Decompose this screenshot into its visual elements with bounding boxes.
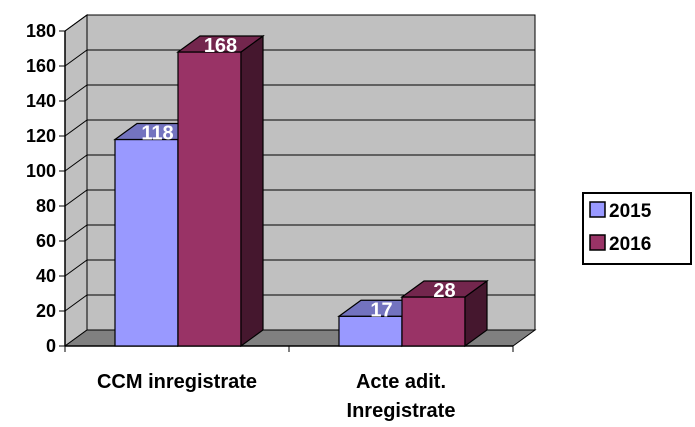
axes: 0 20 40 60 80 100 120 140 160 180 CCM inregistrate… bbox=[26, 21, 514, 422]
legend-swatch-2016 bbox=[589, 234, 606, 251]
x-category-label: CCM inregistrate bbox=[97, 371, 257, 393]
x-category-label: Inregistrate bbox=[347, 400, 456, 422]
legend-swatch-2015 bbox=[589, 201, 606, 218]
y-tick-label: 120 bbox=[26, 126, 56, 146]
bar-2016-0 bbox=[176, 34, 265, 348]
gridline bbox=[64, 154, 535, 172]
bar-front bbox=[401, 296, 466, 347]
y-tick-label: 0 bbox=[46, 336, 56, 356]
y-tick-label: 60 bbox=[36, 231, 56, 251]
gridlines bbox=[64, 14, 535, 312]
y-tick-label: 180 bbox=[26, 21, 56, 41]
gridline bbox=[64, 119, 535, 137]
y-tick-label: 40 bbox=[36, 266, 56, 286]
bar-front bbox=[338, 315, 403, 347]
y-tick-label: 140 bbox=[26, 91, 56, 111]
data-label: 118 bbox=[141, 123, 173, 145]
data-labels: 118 168 17 28 bbox=[141, 35, 455, 321]
gridline bbox=[64, 189, 535, 207]
legend-label-2016: 2016 bbox=[609, 234, 651, 255]
y-tick-label: 80 bbox=[36, 196, 56, 216]
y-tick-label: 160 bbox=[26, 56, 56, 76]
bar-top bbox=[400, 280, 489, 298]
data-label: 17 bbox=[370, 299, 392, 321]
bar-top bbox=[176, 35, 265, 53]
side-wall bbox=[64, 14, 88, 347]
legend-label-2015: 2015 bbox=[609, 201, 652, 222]
gridline bbox=[64, 224, 535, 242]
bar-front bbox=[177, 51, 242, 347]
x-category-label: Acte adit. bbox=[356, 371, 446, 393]
gridline bbox=[64, 84, 535, 102]
bar-front bbox=[114, 138, 179, 347]
gridline bbox=[64, 294, 535, 312]
bars bbox=[113, 34, 489, 348]
bar-side bbox=[240, 34, 264, 348]
y-tick-label: 100 bbox=[26, 161, 56, 181]
y-tick-label: 20 bbox=[36, 301, 56, 321]
legend[interactable]: 2015 2016 bbox=[582, 192, 692, 265]
data-label: 28 bbox=[433, 280, 455, 302]
bar-2016-1 bbox=[400, 279, 489, 348]
gridline bbox=[64, 259, 535, 277]
gridline bbox=[64, 14, 535, 32]
gridline bbox=[64, 49, 535, 67]
data-label: 168 bbox=[204, 35, 237, 57]
